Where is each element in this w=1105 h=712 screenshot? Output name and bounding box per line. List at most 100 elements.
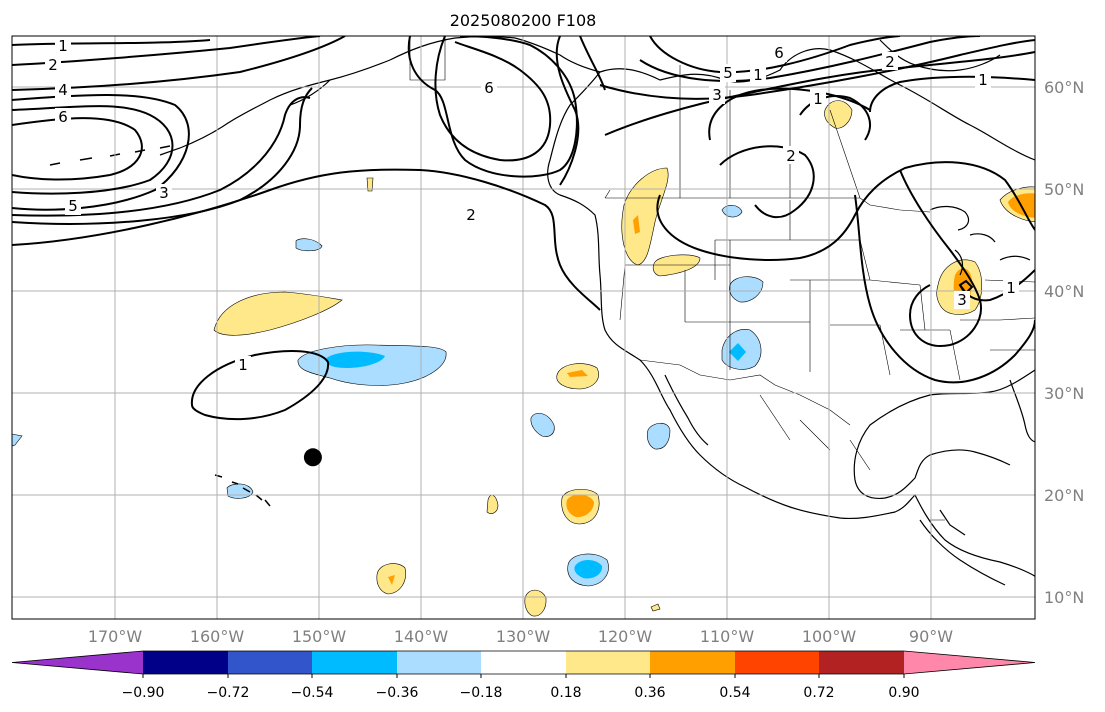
us-canada-border <box>604 189 931 213</box>
contour-label: 1 <box>813 90 823 108</box>
contour-line <box>854 194 1035 384</box>
lon-label: 150°W <box>292 627 347 646</box>
contour-label: 2 <box>48 56 58 74</box>
contour-line <box>599 39 1035 100</box>
negative-anomaly-area <box>295 238 323 252</box>
longitude-labels: 170°W 160°W 150°W 140°W 130°W 120°W 110°… <box>88 627 953 646</box>
contour-label: 5 <box>723 64 733 82</box>
colorbar-segment <box>228 651 312 674</box>
positive-anomaly-core <box>388 575 395 585</box>
contour-line <box>12 96 311 217</box>
great-lakes <box>929 205 1031 276</box>
colorbar <box>11 650 1036 678</box>
colorbar-segment <box>650 651 735 674</box>
negative-anomaly-core <box>326 351 385 368</box>
contour-line <box>869 75 1035 113</box>
positive-anomaly-core <box>633 215 640 234</box>
coastlines <box>49 36 1035 586</box>
contour-line <box>708 87 871 141</box>
positive-anomaly-core <box>566 494 594 518</box>
contour-label: 1 <box>238 356 248 374</box>
lat-label: 50°N <box>1044 180 1084 199</box>
negative-anomaly-area <box>646 422 671 450</box>
baja-california-coast <box>664 374 709 446</box>
lat-label: 20°N <box>1044 486 1084 505</box>
lat-label: 10°N <box>1044 588 1084 607</box>
contour-label: 3 <box>159 184 169 202</box>
colorbar-tick-label: −0.36 <box>376 685 419 701</box>
positive-anomaly-area <box>486 494 499 514</box>
colorbar-segment <box>397 651 481 674</box>
contour-line <box>12 36 321 66</box>
positive-anomaly-area <box>621 167 669 266</box>
location-marker <box>303 448 322 467</box>
contour-label: 1 <box>978 71 988 89</box>
lon-label: 100°W <box>802 627 857 646</box>
negative-anomaly-core <box>574 560 603 579</box>
lon-label: 120°W <box>598 627 653 646</box>
contour-label: 2 <box>885 53 895 71</box>
contour-label: 1 <box>1006 279 1016 297</box>
positive-anomaly-area <box>366 177 374 192</box>
colorbar-segment <box>819 651 904 674</box>
us-mexico-border <box>639 359 851 426</box>
latitude-labels: 60°N 50°N 40°N 30°N 20°N 10°N <box>1044 78 1084 607</box>
contour-line <box>434 36 552 162</box>
positive-anomaly-area <box>213 291 343 336</box>
mexico-state-borders <box>759 394 945 521</box>
colorbar-tick-label: 0.18 <box>550 685 581 701</box>
anomaly-fills <box>12 100 1035 617</box>
contour-label-group: 1 2 4 6 6 5 4 3 2 1 6 5 3 1 <box>45 36 1019 374</box>
map-panel: 1 2 4 6 6 5 4 3 2 1 6 5 3 1 <box>12 36 1035 619</box>
contour-label: 2 <box>786 147 796 165</box>
lon-label: 140°W <box>394 627 449 646</box>
map-frame <box>11 35 1036 620</box>
contour-label: 1 <box>58 37 68 55</box>
contour-line <box>639 36 981 82</box>
lon-label: 160°W <box>190 627 245 646</box>
contour-label: 1 <box>753 66 763 84</box>
contour-label: 5 <box>68 197 78 215</box>
contour-line <box>12 36 346 91</box>
contour-line <box>656 161 1035 261</box>
colorbar-segment <box>481 651 566 674</box>
colorbar-tick-label: 0.36 <box>634 685 665 701</box>
positive-anomaly-area <box>650 603 661 612</box>
contour-line <box>899 169 982 347</box>
contour-line <box>719 145 815 219</box>
negative-anomaly-area <box>530 412 555 437</box>
colorbar-tick-label: −0.90 <box>122 685 165 701</box>
colorbar-tick-label: 0.72 <box>803 685 834 701</box>
contour-label: 6 <box>484 79 494 97</box>
lat-label: 30°N <box>1044 384 1084 403</box>
figure-title: 2025080200 F108 <box>450 11 597 30</box>
lon-label: 170°W <box>88 627 143 646</box>
colorbar-segment <box>312 651 397 674</box>
contour-label: 6 <box>58 108 68 126</box>
contour-line <box>12 87 313 225</box>
central-america-coast <box>919 509 1006 586</box>
colorbar-extend-max <box>904 651 1035 674</box>
contour-lines <box>12 36 1035 421</box>
contour-line <box>604 51 1035 136</box>
contour-label: 6 <box>774 44 784 62</box>
gulf-of-mexico-coast <box>853 369 1035 500</box>
contour-label: 4 <box>58 81 68 99</box>
hawaii-islands <box>214 474 271 507</box>
contour-label: 3 <box>712 86 722 104</box>
colorbar-tick-label: −0.54 <box>291 685 334 701</box>
negative-anomaly-core <box>729 343 746 361</box>
contour-line <box>12 39 211 46</box>
positive-anomaly-area <box>652 254 701 277</box>
contour-label: 2 <box>466 206 476 224</box>
positive-anomaly-core <box>567 370 588 377</box>
contour-line <box>12 168 601 311</box>
colorbar-tick-labels: −0.90 −0.72 −0.54 −0.36 −0.18 0.18 0.36 … <box>122 685 920 701</box>
contour-label: 3 <box>957 291 967 309</box>
lat-label: 60°N <box>1044 78 1084 97</box>
lon-label: 130°W <box>496 627 551 646</box>
colorbar-segment <box>143 651 228 674</box>
contour-line <box>958 279 974 295</box>
graticule <box>12 36 1035 619</box>
